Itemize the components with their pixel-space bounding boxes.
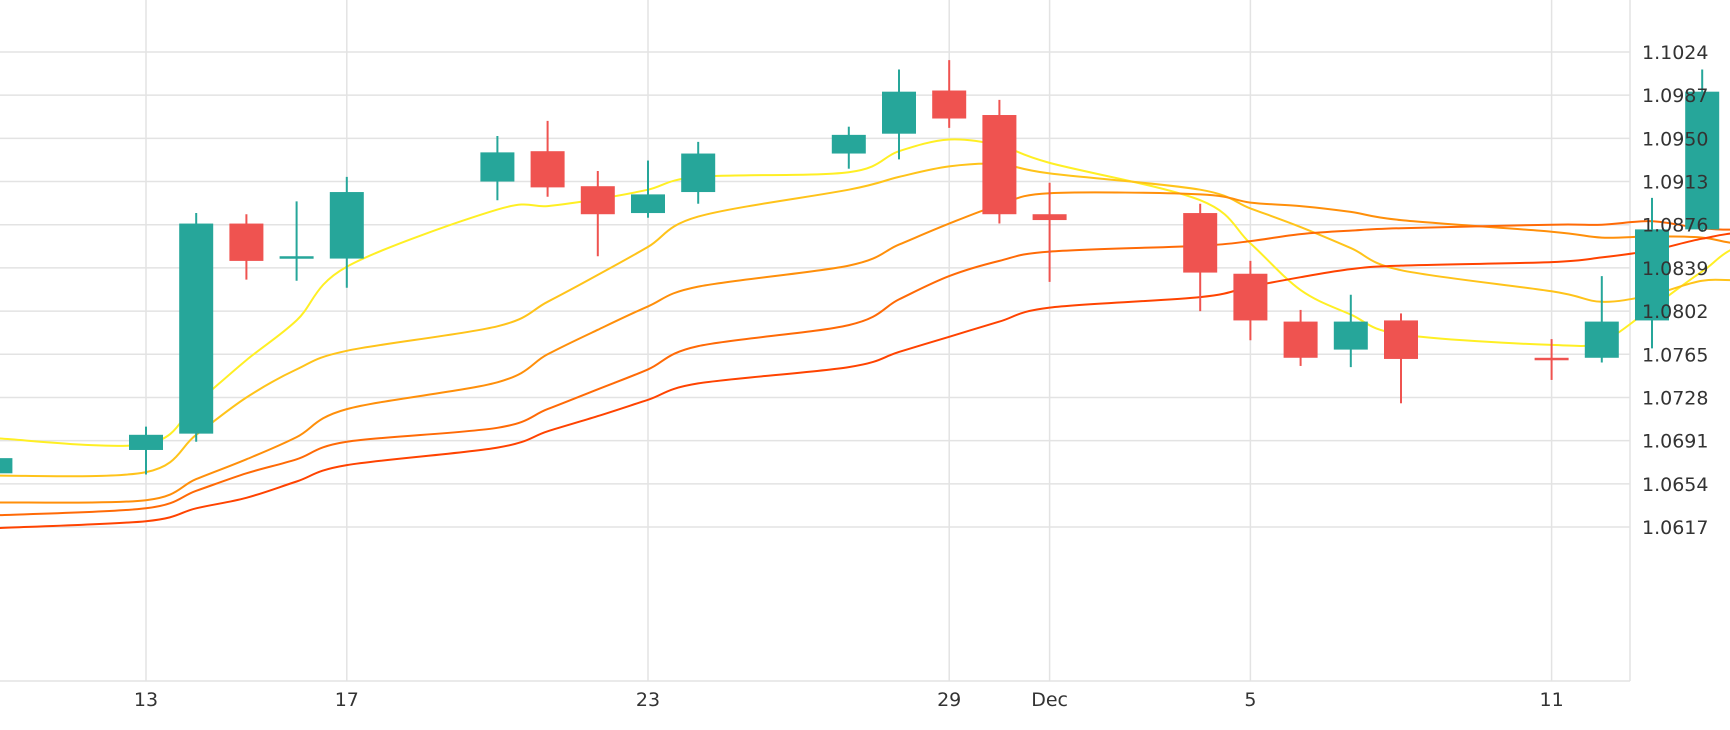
moving-average-line-1 xyxy=(0,138,1730,447)
candle-body xyxy=(932,90,967,119)
candle-down xyxy=(530,120,565,197)
candle-body xyxy=(1183,213,1218,273)
candle-down xyxy=(1283,309,1318,366)
candle-up xyxy=(1635,197,1669,349)
candle-body xyxy=(1333,321,1368,350)
y-tick-label: 1.1024 xyxy=(1642,42,1708,64)
candle-body xyxy=(1384,320,1418,359)
y-tick-label: 1.0654 xyxy=(1642,474,1708,496)
x-tick-label: 29 xyxy=(937,689,961,711)
candle-up xyxy=(1333,294,1368,368)
candle-body xyxy=(831,134,866,154)
candle-down xyxy=(932,60,967,128)
y-tick-label: 1.0728 xyxy=(1642,387,1708,409)
y-tick-label: 1.0913 xyxy=(1642,172,1708,194)
candle-body xyxy=(179,223,214,434)
candle-down xyxy=(1233,260,1268,341)
candle-up xyxy=(681,141,716,204)
candle-down xyxy=(229,214,264,280)
candle-body xyxy=(279,256,314,259)
candle-body xyxy=(129,434,163,450)
x-tick-label: 5 xyxy=(1244,689,1256,711)
candle-body xyxy=(1032,214,1067,221)
x-axis-labels: 13172329Dec5111521 xyxy=(134,689,1564,711)
x-tick-label: 11 xyxy=(1540,689,1564,711)
y-tick-label: 1.0617 xyxy=(1642,517,1708,539)
candle-body xyxy=(530,151,565,188)
candle-up xyxy=(882,69,916,160)
candle-down xyxy=(1384,313,1418,404)
candle-up xyxy=(329,176,364,288)
y-tick-label: 1.0802 xyxy=(1642,301,1708,323)
candle-body xyxy=(681,153,716,193)
x-tick-label: 13 xyxy=(134,689,158,711)
candle-up xyxy=(179,213,214,442)
candle-body xyxy=(882,91,916,134)
candle-body xyxy=(480,152,515,182)
moving-average-lines xyxy=(0,138,1730,530)
candle-body xyxy=(0,458,13,474)
candle-body xyxy=(1534,357,1569,361)
moving-average-line-5 xyxy=(0,232,1730,530)
candle-down xyxy=(580,171,615,257)
candle-up xyxy=(831,126,866,169)
candle-up xyxy=(631,160,665,218)
y-tick-label: 1.0987 xyxy=(1642,85,1708,107)
candle-up xyxy=(480,136,515,201)
x-tick-label: 17 xyxy=(335,689,359,711)
candle-up xyxy=(0,458,13,474)
candle-up xyxy=(279,201,314,281)
candle-down xyxy=(1183,203,1218,312)
candle-body xyxy=(229,223,264,261)
candle-body xyxy=(1233,273,1268,321)
y-axis-labels: 1.1024 1.0987 1.0950 1.0913 1.0876 1.0839 1.08… xyxy=(1642,42,1708,539)
x-tick-label: Dec xyxy=(1031,689,1068,711)
candle-body xyxy=(329,192,364,259)
candle-down xyxy=(982,99,1017,224)
candle-down xyxy=(1534,339,1569,380)
candle-body xyxy=(1635,229,1669,321)
candle-down xyxy=(1032,182,1067,282)
candles xyxy=(0,60,1720,475)
y-tick-label: 1.0876 xyxy=(1642,215,1708,237)
candle-up xyxy=(129,426,163,475)
y-tick-label: 1.0765 xyxy=(1642,344,1708,366)
candle-up xyxy=(1685,69,1720,232)
candle-body xyxy=(1584,321,1619,358)
y-tick-label: 1.0839 xyxy=(1642,258,1708,280)
candle-body xyxy=(1283,321,1318,358)
y-tick-label: 1.0691 xyxy=(1642,431,1708,453)
candle-up xyxy=(1584,276,1619,363)
x-tick-label: 23 xyxy=(636,689,660,711)
y-tick-label: 1.0950 xyxy=(1642,128,1708,150)
horizontal-gridlines xyxy=(0,51,1630,528)
candle-body xyxy=(631,194,665,214)
candle-body xyxy=(982,115,1017,215)
candle-body xyxy=(580,186,615,215)
candle-body xyxy=(1685,91,1720,230)
